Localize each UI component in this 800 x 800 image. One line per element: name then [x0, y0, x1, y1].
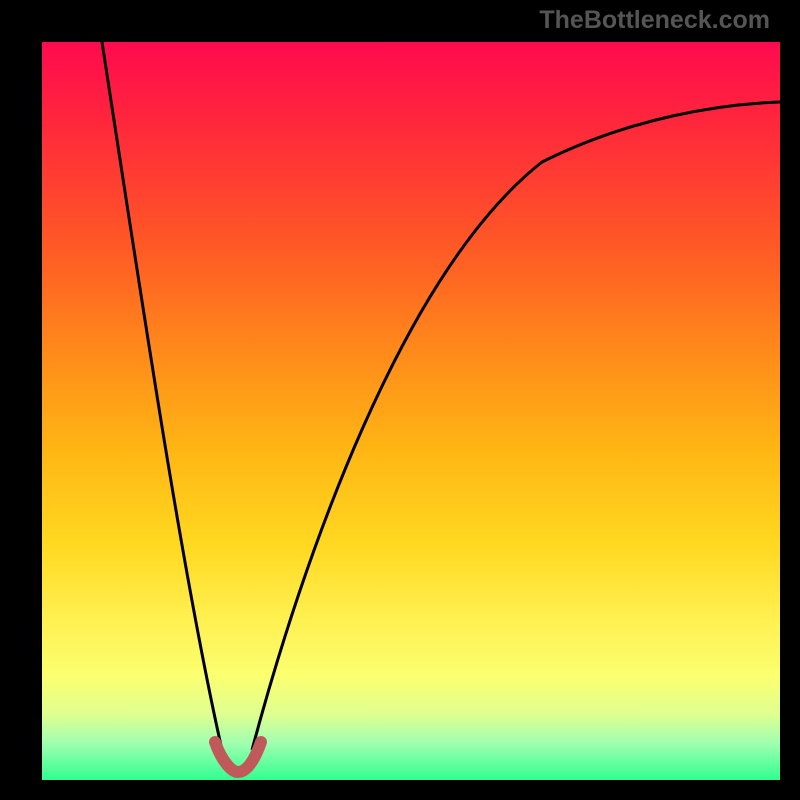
frame-border-left [0, 0, 42, 800]
chart-frame: TheBottleneck.com [0, 0, 800, 800]
plot-area [42, 42, 780, 780]
frame-border-bottom [0, 780, 800, 800]
frame-border-right [780, 0, 800, 800]
curve-layer [42, 42, 780, 780]
watermark-text: TheBottleneck.com [539, 6, 770, 35]
bottleneck-curve [102, 42, 780, 750]
bottom-u-marker [215, 742, 261, 772]
